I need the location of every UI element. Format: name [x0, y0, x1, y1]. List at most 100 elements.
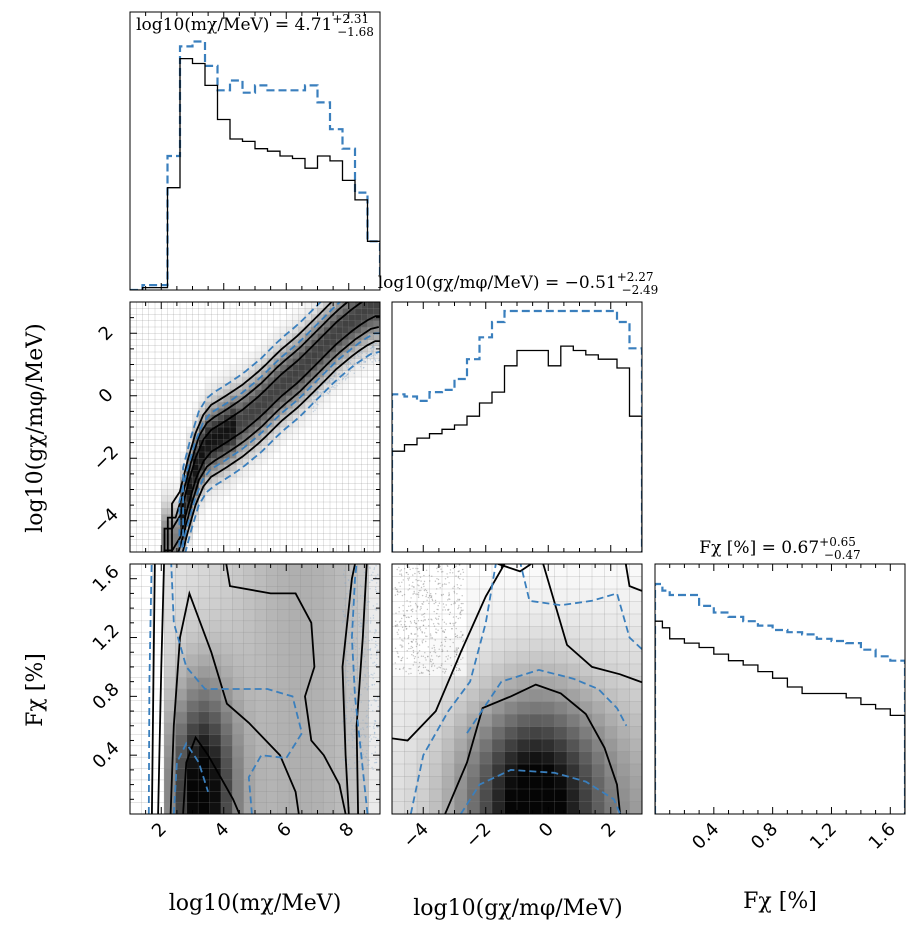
density-cell [368, 564, 380, 576]
sample-point [455, 653, 458, 655]
sample-point [374, 720, 377, 723]
density-cell [230, 464, 237, 471]
sample-point [399, 668, 401, 670]
density-cell [342, 320, 349, 328]
contour-black-f-vs-m [157, 564, 165, 814]
sample-point [314, 401, 316, 404]
density-cell [368, 711, 380, 724]
density-cell [209, 643, 222, 656]
density-cell [243, 666, 256, 678]
sample-point [362, 595, 365, 597]
sample-point [418, 644, 421, 646]
density-cell [266, 609, 279, 622]
sample-point [353, 372, 355, 374]
sample-point [413, 590, 415, 593]
sample-point [353, 717, 355, 719]
density-cell [392, 689, 405, 702]
density-cell [617, 789, 630, 802]
density-cell [529, 651, 543, 665]
density-cell [429, 676, 443, 690]
sample-point [432, 662, 434, 665]
density-cell [255, 643, 267, 656]
density-cell [357, 723, 369, 735]
density-cell [232, 791, 244, 803]
density-cell [467, 801, 480, 814]
sample-point [359, 622, 362, 624]
density-cell [617, 739, 630, 752]
sample-point [338, 379, 340, 381]
density-cell [243, 643, 256, 656]
density-cell [289, 791, 301, 803]
title-g: log10(gχ/mφ/MeV) = −0.51+2.27 −2.49 [378, 270, 659, 297]
contour-black-g-vs-m [166, 302, 349, 552]
sample-point [405, 628, 407, 630]
density-cell [211, 489, 218, 496]
sample-point [374, 607, 377, 610]
density-cell [248, 395, 256, 403]
sample-point [318, 392, 320, 394]
density-cell [529, 564, 543, 577]
density-cell [357, 654, 369, 667]
sample-point [422, 603, 424, 605]
density-cell [392, 714, 405, 727]
sample-point [361, 350, 363, 352]
density-cell [223, 383, 231, 390]
x-tick-label: 2 [597, 819, 620, 842]
density-cell [255, 700, 267, 713]
density-cell [298, 427, 306, 434]
density-cell [592, 564, 605, 577]
density-cell [479, 789, 493, 802]
panel-frame-f-hist [654, 563, 906, 815]
sample-point [355, 595, 357, 597]
x-tick-label: 2 [148, 819, 171, 842]
sample-point [400, 569, 403, 571]
density-cell [161, 489, 168, 496]
sample-point [353, 683, 356, 685]
sample-point [346, 707, 348, 709]
sample-point [425, 595, 427, 598]
density-cell [298, 358, 306, 365]
density-cell [292, 427, 299, 434]
density-cell [273, 370, 281, 378]
density-cell [266, 564, 279, 576]
density-cell [330, 345, 337, 353]
density-cell [273, 395, 281, 403]
density-cell [311, 308, 318, 315]
density-cell [289, 643, 301, 656]
sample-point [427, 646, 429, 648]
density-cell [205, 458, 212, 465]
sample-point [361, 749, 364, 751]
density-cell [286, 414, 293, 421]
density-cell [255, 389, 262, 396]
density-cell [248, 414, 256, 421]
sample-point [404, 615, 406, 617]
density-cell [209, 734, 222, 747]
sample-point [410, 647, 412, 650]
density-cell [311, 745, 324, 758]
density-cell [298, 414, 306, 421]
density-cell [220, 609, 233, 622]
sample-point [354, 725, 356, 727]
sample-point [412, 639, 415, 641]
density-cell [255, 757, 267, 769]
density-cell [298, 420, 306, 428]
density-cell [289, 779, 301, 792]
density-cell [311, 791, 324, 803]
sample-point [415, 567, 417, 570]
sample-point [441, 619, 444, 621]
sample-point [373, 661, 376, 664]
sample-point [438, 623, 440, 625]
sample-point [353, 642, 355, 644]
density-cell [167, 489, 174, 496]
density-cell [186, 502, 193, 509]
density-cell [567, 789, 580, 802]
sample-point [456, 650, 458, 652]
sample-point [375, 586, 377, 588]
sample-point [394, 594, 397, 596]
sample-point [351, 739, 354, 741]
density-cell [617, 776, 630, 790]
density-cell [429, 639, 443, 652]
sample-point [439, 565, 441, 568]
density-cell [198, 666, 210, 678]
